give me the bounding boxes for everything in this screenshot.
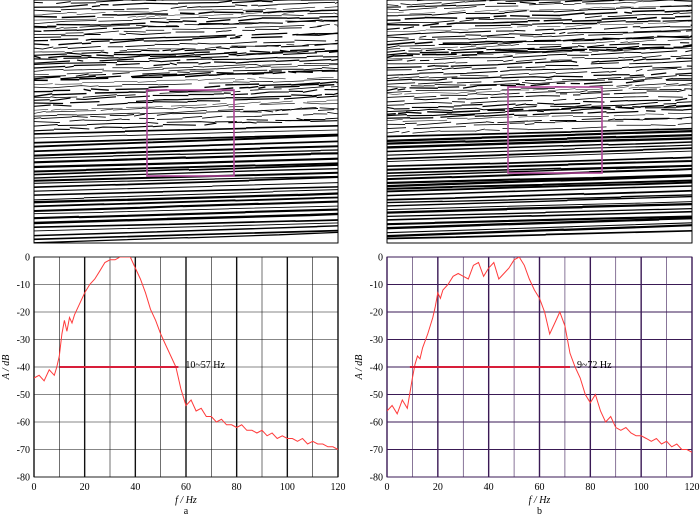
x-tick-label: 40 bbox=[484, 482, 494, 493]
y-tick-label: -70 bbox=[370, 445, 383, 456]
y-tick-label: -50 bbox=[17, 390, 30, 401]
y-tick-label: -80 bbox=[370, 473, 383, 484]
bandwidth-label: 10~57 Hz bbox=[185, 360, 225, 371]
y-tick-label: -40 bbox=[17, 363, 30, 374]
y-tick-label: -20 bbox=[370, 308, 383, 319]
y-tick-label: -30 bbox=[17, 335, 30, 346]
panel-label: b bbox=[537, 506, 542, 517]
seismic-section-a bbox=[33, 0, 339, 244]
seismic-section-b bbox=[386, 0, 693, 244]
y-tick-label: -30 bbox=[370, 335, 383, 346]
y-tick-label: -50 bbox=[370, 390, 383, 401]
x-tick-label: 60 bbox=[181, 482, 191, 493]
x-tick-label: 80 bbox=[232, 482, 242, 493]
x-axis-label: f / Hz bbox=[175, 495, 197, 506]
x-tick-label: 120 bbox=[685, 482, 700, 493]
y-tick-label: -10 bbox=[17, 280, 30, 291]
panel-label: a bbox=[184, 506, 189, 517]
x-tick-label: 100 bbox=[280, 482, 295, 493]
x-tick-label: 20 bbox=[433, 482, 443, 493]
x-tick-label: 0 bbox=[385, 482, 390, 493]
x-tick-label: 20 bbox=[80, 482, 90, 493]
spectrum-chart-a: 0 20 40 60 80 100 120 0 -10 -20 -30 -40 -50 -60 -70 -80… bbox=[1, 253, 346, 518]
y-tick-label: -10 bbox=[370, 280, 383, 291]
y-tick-label: -80 bbox=[17, 473, 30, 484]
y-axis-label: A / dB bbox=[1, 355, 12, 381]
x-tick-label: 120 bbox=[331, 482, 346, 493]
x-tick-label: 100 bbox=[634, 482, 649, 493]
y-axis-label: A / dB bbox=[354, 355, 365, 381]
spectrum-chart-b: 0 20 40 60 80 100 120 0 -10 -20 -30 -40 -50 -60 -70 -80… bbox=[354, 253, 700, 518]
seismic-reflectors bbox=[34, 0, 338, 243]
y-tick-label: -40 bbox=[370, 363, 383, 374]
y-tick-label: -20 bbox=[17, 308, 30, 319]
y-tick-label: -60 bbox=[370, 418, 383, 429]
x-tick-label: 60 bbox=[535, 482, 545, 493]
y-tick-label: -60 bbox=[17, 418, 30, 429]
y-tick-label: 0 bbox=[25, 253, 30, 264]
y-tick-label: 0 bbox=[378, 253, 383, 264]
seismic-reflectors bbox=[387, 0, 692, 240]
x-tick-label: 40 bbox=[130, 482, 140, 493]
analysis-window-box bbox=[146, 89, 235, 177]
x-axis-label: f / Hz bbox=[529, 495, 551, 506]
analysis-window-box bbox=[507, 86, 603, 174]
x-tick-label: 0 bbox=[32, 482, 37, 493]
y-tick-label: -70 bbox=[17, 445, 30, 456]
x-tick-label: 80 bbox=[585, 482, 595, 493]
bandwidth-label: 9~72 Hz bbox=[577, 360, 612, 371]
spectrum-line bbox=[387, 257, 692, 453]
